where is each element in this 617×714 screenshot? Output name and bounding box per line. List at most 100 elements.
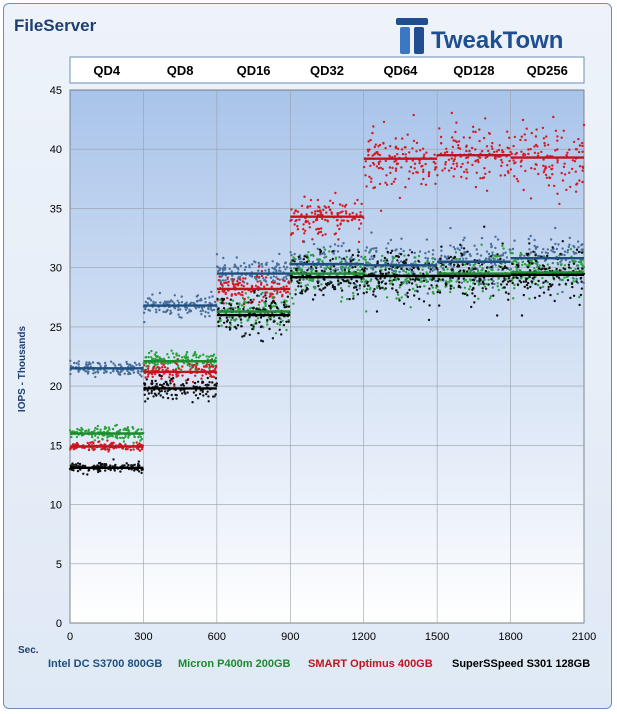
data-point xyxy=(98,440,101,443)
data-point xyxy=(209,306,212,309)
data-point xyxy=(356,268,359,272)
data-point xyxy=(91,435,94,439)
x-axis-ticks: 0 300 600 900 1200 1500 1800 2100 xyxy=(67,631,596,643)
data-point xyxy=(403,260,406,263)
x-tick-label: 1800 xyxy=(498,631,522,643)
data-point xyxy=(248,264,251,267)
data-point xyxy=(552,277,555,280)
data-point xyxy=(477,160,480,164)
data-point xyxy=(147,351,151,355)
data-point xyxy=(144,300,147,304)
data-point xyxy=(471,278,475,282)
data-point xyxy=(512,159,515,162)
data-point xyxy=(433,168,437,171)
data-point xyxy=(411,278,415,281)
data-point xyxy=(548,282,552,286)
data-point xyxy=(234,306,237,310)
data-point xyxy=(318,227,321,231)
data-point xyxy=(462,269,465,272)
data-point xyxy=(514,259,517,262)
data-point xyxy=(566,151,569,154)
data-point xyxy=(501,149,504,152)
data-point xyxy=(215,253,219,256)
data-point xyxy=(313,212,317,216)
data-point xyxy=(470,305,473,309)
data-point xyxy=(389,171,392,175)
data-point xyxy=(554,226,557,230)
data-point xyxy=(160,362,163,365)
data-point xyxy=(396,255,400,258)
data-point xyxy=(377,161,380,164)
data-point xyxy=(550,167,553,171)
data-point xyxy=(353,202,357,205)
data-point xyxy=(101,437,104,441)
data-point xyxy=(384,261,388,265)
data-point xyxy=(425,238,429,241)
data-point xyxy=(533,276,536,279)
data-point xyxy=(449,285,452,288)
data-point xyxy=(358,287,361,290)
data-point xyxy=(556,161,559,164)
data-point xyxy=(226,308,229,311)
data-point xyxy=(127,436,130,439)
data-point xyxy=(322,278,325,281)
data-point xyxy=(139,435,142,439)
data-point xyxy=(222,307,226,310)
data-point xyxy=(271,337,275,340)
data-point xyxy=(527,148,530,151)
data-point xyxy=(387,242,390,245)
data-point xyxy=(72,469,75,472)
data-point xyxy=(247,296,250,299)
data-point xyxy=(581,267,584,270)
data-point xyxy=(323,248,327,251)
data-point xyxy=(580,287,584,290)
data-point xyxy=(87,469,90,472)
data-point xyxy=(457,277,460,280)
data-point xyxy=(171,300,174,303)
data-point xyxy=(262,277,265,280)
data-point xyxy=(507,277,511,280)
data-point xyxy=(359,222,363,225)
data-point xyxy=(581,150,584,153)
data-point xyxy=(243,300,246,303)
data-point xyxy=(336,224,339,227)
data-point xyxy=(196,397,200,400)
data-point xyxy=(254,284,258,287)
data-point xyxy=(85,361,88,364)
data-point xyxy=(525,283,529,287)
data-point xyxy=(382,120,386,124)
data-point xyxy=(567,263,571,266)
data-point xyxy=(491,251,494,254)
data-point xyxy=(217,320,220,324)
data-point xyxy=(267,268,270,271)
data-point xyxy=(70,464,73,467)
data-point xyxy=(207,395,210,398)
data-point xyxy=(471,125,475,128)
y-tick-label: 5 xyxy=(56,559,62,571)
data-point xyxy=(459,269,462,272)
data-point xyxy=(535,163,538,166)
data-point xyxy=(289,267,292,270)
data-point xyxy=(468,288,471,291)
data-point xyxy=(409,267,412,270)
data-point xyxy=(256,280,259,283)
data-point xyxy=(260,281,263,285)
data-point xyxy=(475,248,478,251)
data-point xyxy=(296,210,300,213)
data-point xyxy=(480,236,484,240)
data-point xyxy=(276,277,279,281)
data-point xyxy=(320,283,323,286)
data-point xyxy=(535,262,538,265)
data-point xyxy=(241,290,244,294)
data-point xyxy=(323,270,326,273)
data-point xyxy=(186,363,189,367)
data-point xyxy=(338,256,341,259)
data-point xyxy=(173,383,176,386)
data-point xyxy=(166,353,169,356)
data-point xyxy=(328,208,332,211)
data-point xyxy=(214,356,217,360)
data-point xyxy=(331,201,335,205)
data-point xyxy=(262,295,265,299)
data-point xyxy=(465,145,468,148)
data-point xyxy=(235,327,238,330)
